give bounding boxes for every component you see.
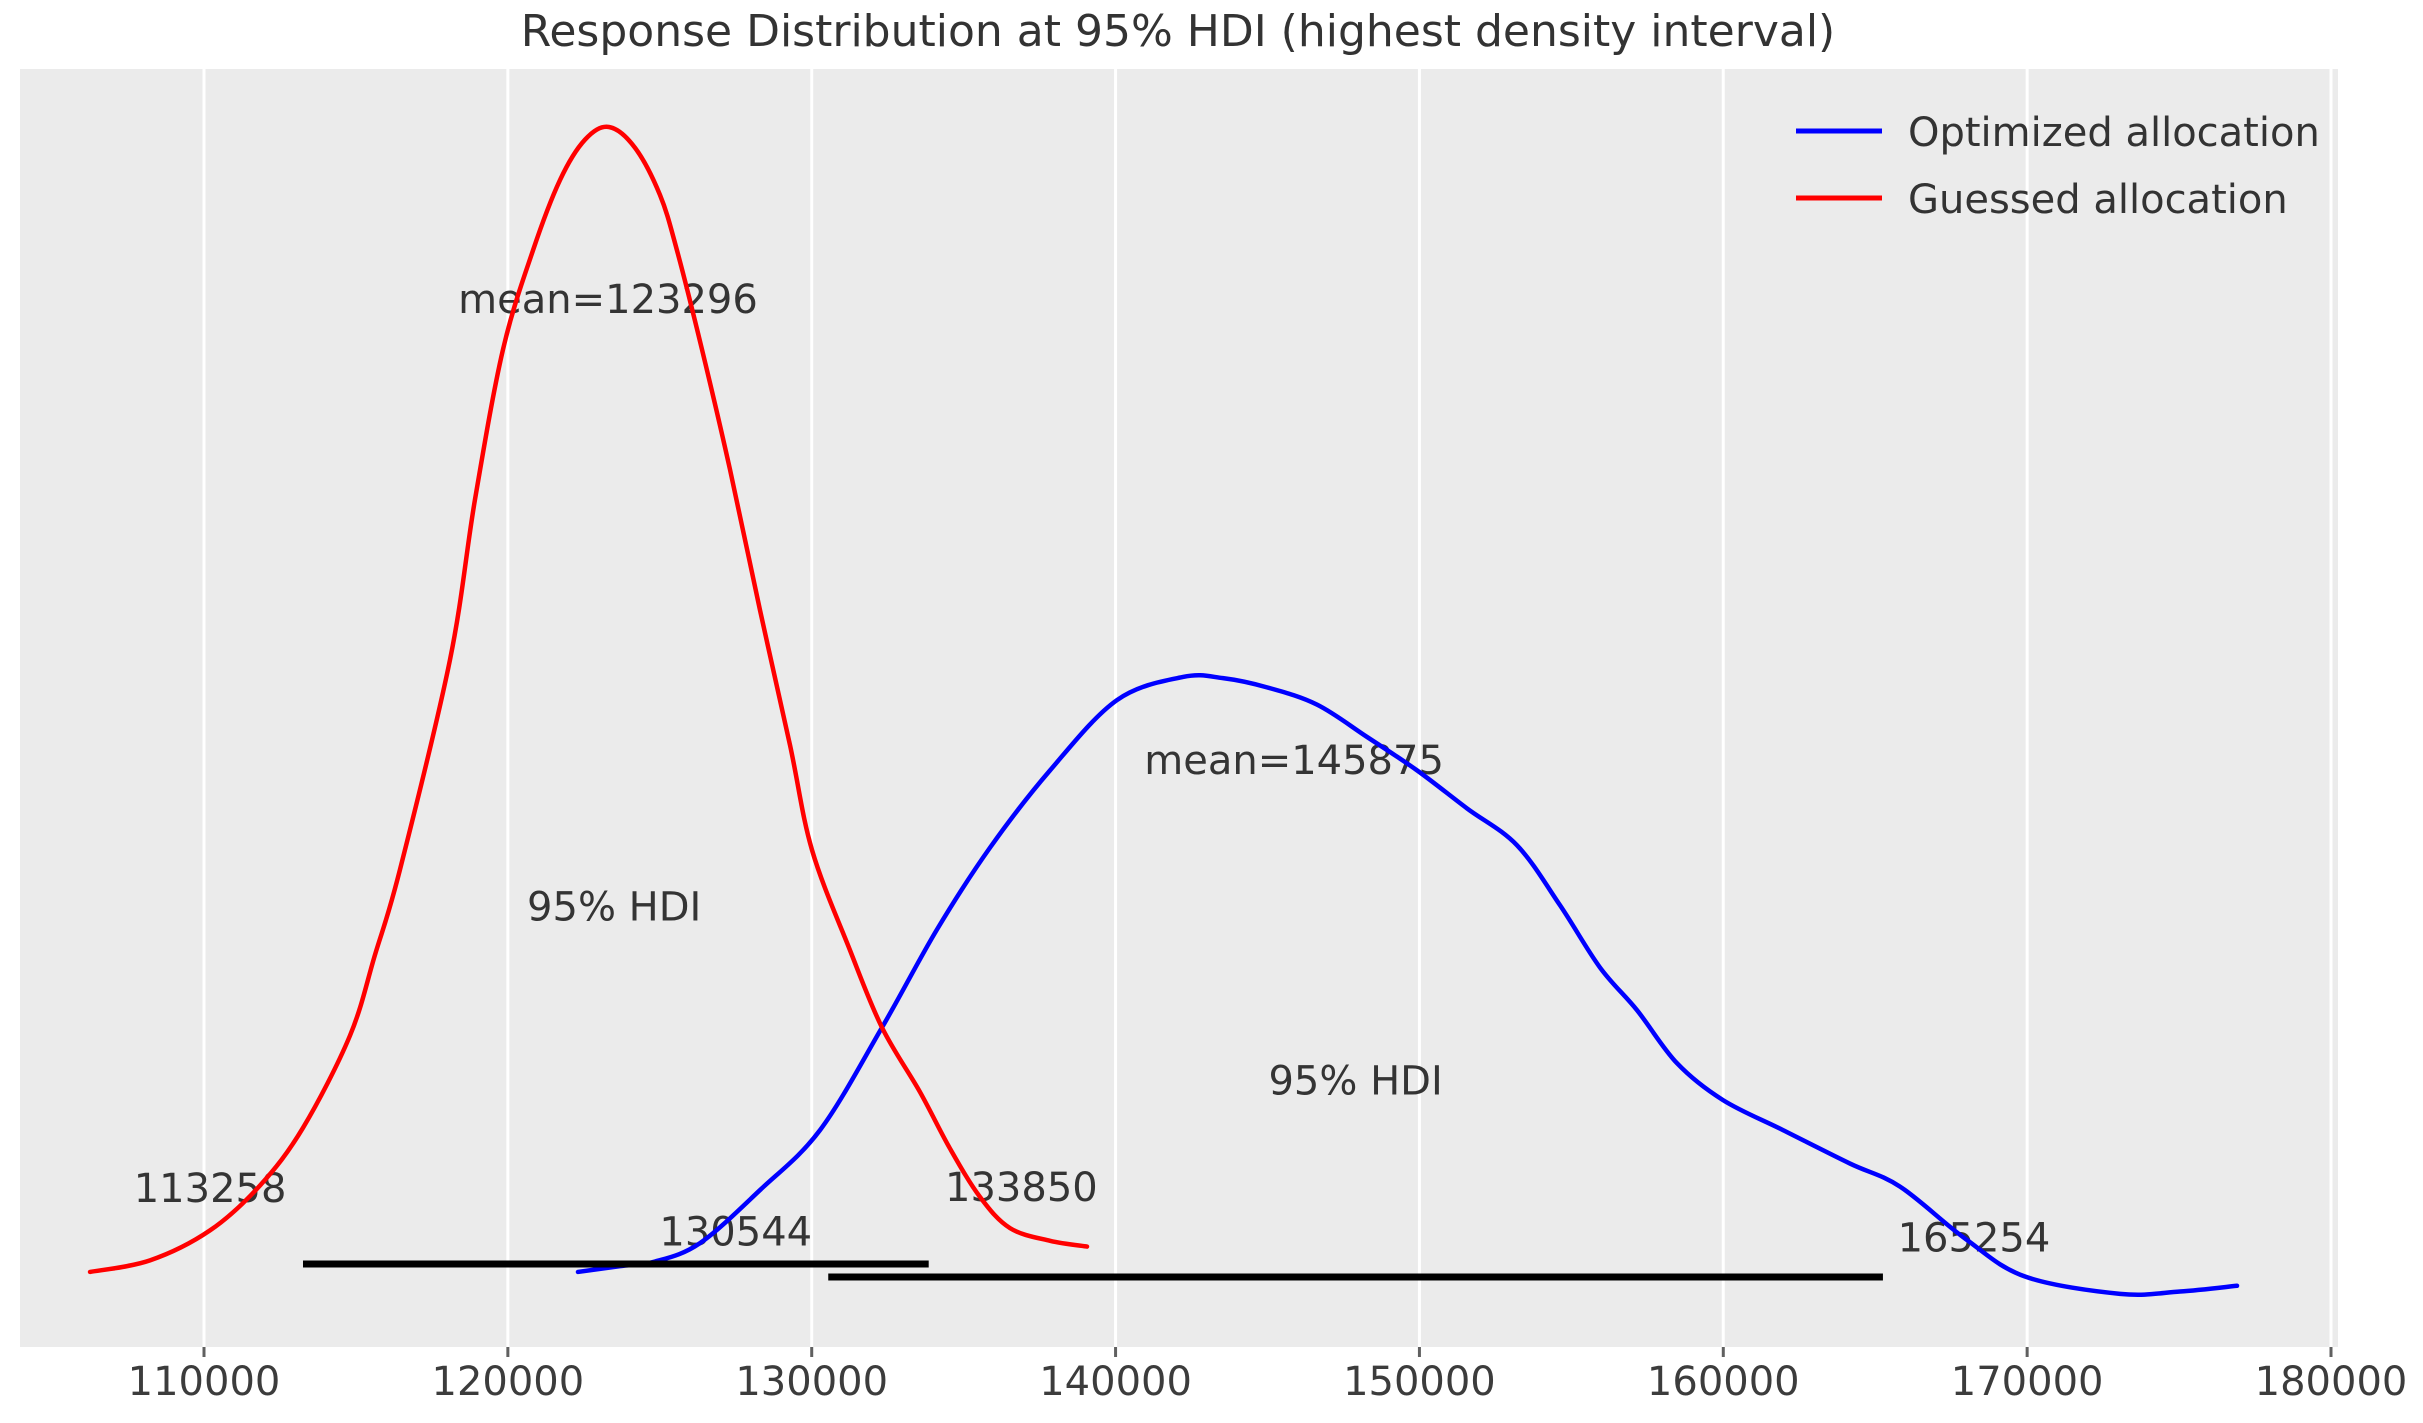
- hdi-low-annotation: 113258: [134, 1166, 287, 1212]
- gridlines: [202, 69, 2333, 1347]
- hdi-low-annotation: 130544: [659, 1210, 812, 1256]
- guessed-density-curve: [87, 124, 1090, 1275]
- hdi-level-annotation: 95% HDI: [1268, 1059, 1442, 1105]
- x-tick-label: 150000: [1343, 1359, 1496, 1405]
- legend: Optimized allocation Guessed allocation: [1796, 110, 2320, 223]
- hdi-bars: [302, 1260, 1883, 1281]
- legend-label: Guessed allocation: [1908, 177, 2288, 223]
- x-tick-label: 170000: [1951, 1359, 2104, 1405]
- mean-annotation: mean=145875: [1144, 738, 1444, 784]
- legend-label: Optimized allocation: [1908, 110, 2320, 156]
- chart-title: Response Distribution at 95% HDI (highes…: [521, 6, 1835, 57]
- mean-annotation: mean=123296: [458, 277, 758, 323]
- plot-area: [20, 69, 2338, 1347]
- hdi-level-annotation: 95% HDI: [527, 885, 701, 931]
- x-axis: 110000 120000 130000 140000 150000 160000 1700…: [128, 1347, 2408, 1405]
- x-tick-label: 130000: [735, 1359, 888, 1405]
- hdi-high-annotation: 165254: [1898, 1215, 2051, 1261]
- x-tick-label: 110000: [128, 1359, 281, 1405]
- annotations: mean=145875 95% HDI 130544 165254 mean=12329…: [134, 277, 2051, 1262]
- x-tick-label: 160000: [1647, 1359, 1800, 1405]
- x-tick-label: 140000: [1039, 1359, 1192, 1405]
- x-tick-label: 120000: [432, 1359, 585, 1405]
- optimized-density-curve: [575, 673, 2240, 1297]
- x-tick-label: 180000: [2255, 1359, 2408, 1405]
- density-curves: [87, 124, 2240, 1297]
- hdi-high-annotation: 133850: [945, 1165, 1098, 1211]
